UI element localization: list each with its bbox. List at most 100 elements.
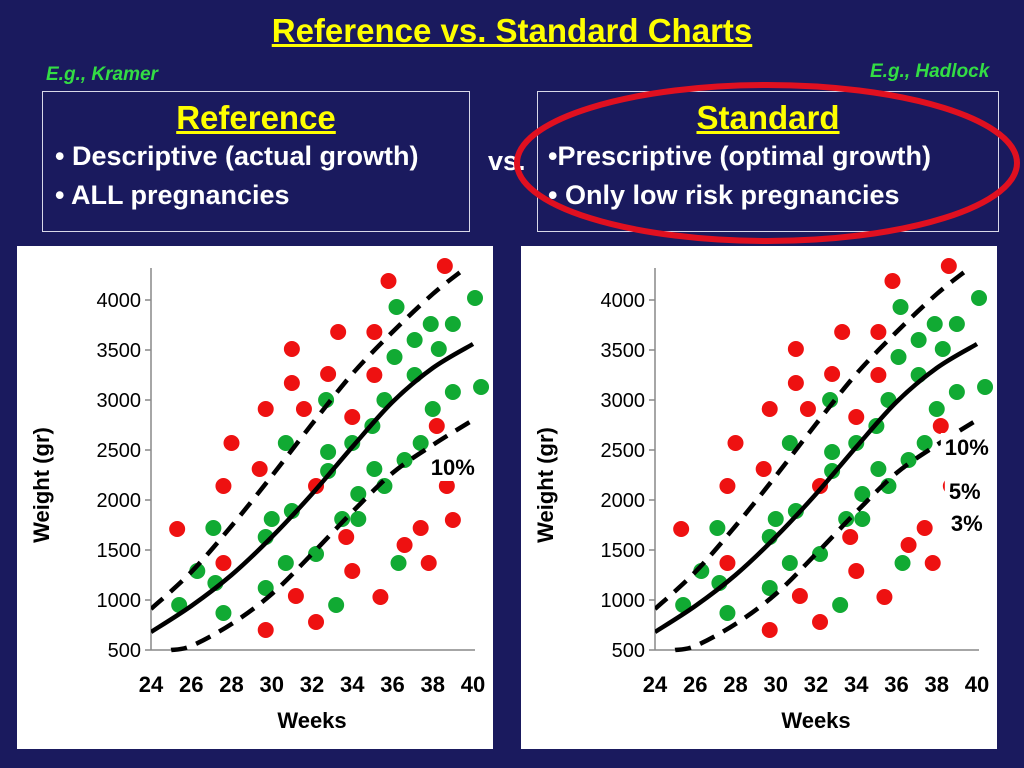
percentile-annotation-1: 5% (949, 479, 981, 504)
red-data-point (257, 622, 274, 638)
green-data-point (854, 511, 871, 527)
green-data-point (366, 461, 383, 477)
data-points (169, 258, 490, 638)
red-data-point (444, 512, 461, 528)
red-data-point (283, 341, 300, 357)
red-data-point (295, 401, 312, 417)
green-data-point (761, 580, 778, 596)
x-tick-label: 36 (380, 672, 404, 697)
y-tick-label: 1500 (601, 540, 646, 562)
solid-percentile-curve-0 (655, 342, 979, 634)
hadlock-example-label: E.g., Hadlock (870, 61, 990, 82)
green-data-point (709, 520, 726, 536)
green-data-point (824, 463, 841, 479)
green-data-point (781, 555, 798, 571)
green-data-point (890, 349, 907, 365)
green-data-point (328, 597, 345, 613)
green-data-point (928, 401, 945, 417)
reference-box: Reference • Descriptive (actual growth) … (42, 91, 470, 232)
red-data-point (287, 588, 304, 604)
green-data-point (444, 384, 461, 400)
red-data-point (215, 478, 232, 494)
red-data-point (396, 537, 413, 553)
standard-bullet-1: •Prescriptive (optimal growth) (548, 141, 932, 171)
green-data-point (926, 316, 943, 332)
green-data-point (277, 435, 294, 451)
y-tick-label: 3000 (97, 390, 142, 412)
red-data-point (932, 418, 949, 434)
red-data-point (320, 366, 337, 382)
red-data-point (940, 258, 957, 274)
slide-title: Reference vs. Standard Charts (271, 12, 753, 49)
green-data-point (948, 384, 965, 400)
green-data-point (473, 379, 490, 395)
green-data-point (781, 435, 798, 451)
y-tick-label: 1000 (97, 590, 142, 612)
red-data-point (344, 409, 361, 425)
red-data-point (330, 324, 347, 340)
y-axis-label: Weight (gr) (533, 427, 558, 543)
green-data-point (430, 341, 447, 357)
x-tick-label: 32 (300, 672, 324, 697)
green-data-point (832, 597, 849, 613)
x-tick-label: 26 (683, 672, 707, 697)
y-tick-label: 3500 (97, 340, 142, 362)
green-data-point (277, 555, 294, 571)
green-data-point (916, 435, 933, 451)
standard-heading: Standard (696, 99, 840, 136)
red-data-point (787, 375, 804, 391)
green-data-point (444, 316, 461, 332)
dashed-percentile-curve-1 (151, 268, 465, 611)
x-tick-label: 40 (461, 672, 485, 697)
green-data-point (263, 511, 280, 527)
green-data-point (386, 349, 403, 365)
green-data-point (971, 290, 988, 306)
red-data-point (257, 401, 274, 417)
green-data-point (812, 546, 829, 562)
x-tick-label: 24 (643, 672, 668, 697)
green-data-point (390, 555, 407, 571)
annotation-backdrop (944, 477, 997, 505)
red-data-point (412, 520, 429, 536)
green-data-point (838, 511, 855, 527)
green-data-point (308, 546, 325, 562)
green-data-point (854, 486, 871, 502)
green-data-point (894, 555, 911, 571)
standard-chart: 500 1000 1500 2000 2500 3000 3500 4000 24 26 28 30 3… (533, 258, 997, 733)
x-tick-label: 30 (764, 672, 788, 697)
green-data-point (412, 435, 429, 451)
dashed-percentile-curve-1 (655, 268, 969, 611)
green-data-point (467, 290, 484, 306)
red-data-point (344, 563, 361, 579)
green-data-point (320, 463, 337, 479)
red-data-point (870, 324, 887, 340)
green-data-point (406, 332, 423, 348)
x-tick-label: 32 (804, 672, 828, 697)
y-tick-label: 2000 (97, 490, 142, 512)
red-data-point (848, 409, 865, 425)
red-data-point (812, 614, 829, 630)
red-data-point (924, 555, 941, 571)
red-data-point (848, 563, 865, 579)
red-data-point (755, 461, 772, 477)
red-data-point (436, 258, 453, 274)
green-data-point (892, 299, 909, 315)
x-tick-label: 34 (844, 672, 869, 697)
x-axis-label: Weeks (277, 708, 346, 733)
y-tick-label: 3500 (601, 340, 646, 362)
red-data-point (834, 324, 851, 340)
annotation-backdrop (946, 509, 997, 537)
x-tick-label: 24 (139, 672, 164, 697)
y-tick-label: 500 (612, 640, 645, 662)
y-axis-label: Weight (gr) (29, 427, 54, 543)
y-tick-label: 2000 (601, 490, 646, 512)
x-axis-label: Weeks (781, 708, 850, 733)
red-data-point (719, 478, 736, 494)
red-data-point (791, 588, 808, 604)
green-data-point (422, 316, 439, 332)
standard-box: Standard •Prescriptive (optimal growth) … (537, 91, 999, 232)
dashed-percentile-curve-2 (674, 418, 979, 653)
green-data-point (424, 401, 441, 417)
green-data-point (824, 444, 841, 460)
red-data-point (372, 589, 389, 605)
